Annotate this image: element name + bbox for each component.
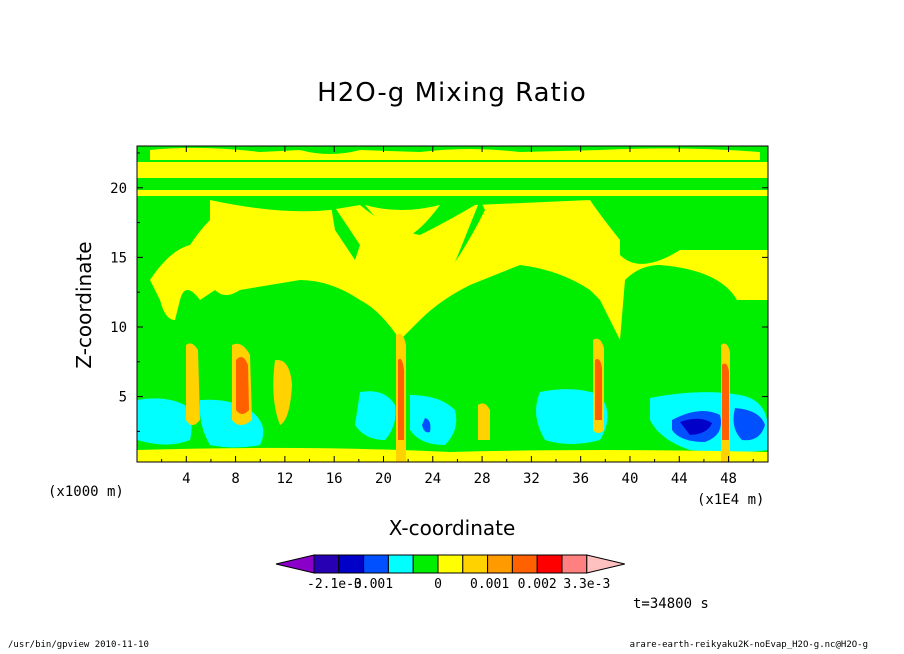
x-unit-right: (x1E4 m) — [697, 492, 765, 508]
region-cyan-1 — [137, 398, 192, 445]
band-yellow-thin — [137, 190, 768, 196]
tower-6-core — [595, 359, 602, 420]
x-tick-label: 36 — [572, 471, 589, 487]
x-tick-label: 16 — [326, 471, 343, 487]
region-yellow-pocket — [365, 205, 440, 238]
region-green-streak — [330, 200, 360, 260]
x-tick-label: 44 — [671, 471, 688, 487]
region-blue-3 — [422, 418, 431, 433]
tower-7-core — [722, 363, 729, 440]
time-annotation: t=34800 s — [633, 596, 709, 612]
colorbar-box — [338, 554, 365, 574]
region-green-streak-2 — [455, 200, 485, 262]
region-dkblue-1 — [680, 418, 712, 435]
x-tick-label: 12 — [276, 471, 293, 487]
band-yellow-bottom — [137, 447, 768, 462]
region-blue-2 — [733, 408, 765, 441]
y-tick-label: 10 — [110, 320, 127, 336]
x-tick-label: 24 — [424, 471, 441, 487]
region-cyan-5 — [536, 389, 608, 444]
colorbar-box — [387, 554, 414, 574]
chart-title: H2O-g Mixing Ratio — [317, 78, 587, 108]
band-yellow-upper — [137, 162, 768, 178]
colorbar-box — [363, 554, 389, 574]
colorbar-label: -0.001 — [346, 577, 393, 592]
colorbar-box — [313, 554, 340, 574]
colorbar-min-triangle — [275, 554, 315, 574]
colorbar-max-triangle — [586, 554, 625, 574]
tower-2-core — [236, 356, 249, 414]
x-axis: 4 8 12 16 20 24 28 32 36 40 44 48 — [161, 146, 754, 487]
tower-5 — [478, 403, 490, 440]
y-tick-label: 15 — [110, 250, 127, 266]
colorbar-box — [462, 554, 489, 574]
x-tick-label: 40 — [622, 471, 639, 487]
contour-field — [137, 146, 768, 462]
tower-4-core — [398, 358, 404, 440]
colorbar: -2.1e-3-0.001 0 0.001 0.002 3.3e-3 — [275, 554, 625, 592]
y-tick-label: 20 — [110, 181, 127, 197]
band-yellow-top — [150, 147, 760, 160]
tower-3 — [273, 359, 292, 425]
colorbar-box — [561, 554, 588, 574]
x-axis-label: X-coordinate — [388, 516, 516, 540]
x-tick-label: 4 — [182, 471, 190, 487]
colorbar-label: -2.1e-3 — [307, 577, 362, 592]
tower-1 — [186, 343, 200, 425]
colorbar-box — [536, 554, 563, 574]
y-tick-label: 5 — [119, 390, 127, 406]
footer-right: arare-earth-reikyaku2K-noEvap_H2O-g.nc@H… — [629, 640, 868, 650]
x-unit-left: (x1000 m) — [48, 484, 124, 500]
colorbar-box — [487, 554, 513, 574]
colorbar-box — [412, 554, 439, 574]
plot-frame — [136, 145, 769, 463]
x-tick-label: 20 — [375, 471, 392, 487]
colorbar-label: 0.002 — [518, 577, 557, 592]
colorbar-box — [437, 554, 464, 574]
y-axis: 5 10 15 20 — [110, 152, 768, 432]
colorbar-box — [511, 554, 538, 574]
y-axis-label: Z-coordinate — [72, 241, 96, 369]
region-cyan-3 — [355, 391, 396, 440]
x-tick-label: 48 — [720, 471, 737, 487]
colorbar-label: 3.3e-3 — [563, 577, 610, 592]
x-tick-label: 8 — [231, 471, 239, 487]
x-tick-label: 32 — [523, 471, 540, 487]
footer-left: /usr/bin/gpview 2010-11-10 — [8, 640, 149, 650]
x-tick-label: 28 — [474, 471, 491, 487]
region-cyan-4 — [410, 395, 457, 445]
colorbar-label: 0 — [434, 577, 442, 592]
region-yellow-mid — [150, 200, 768, 340]
colorbar-label: 0.001 — [470, 577, 509, 592]
